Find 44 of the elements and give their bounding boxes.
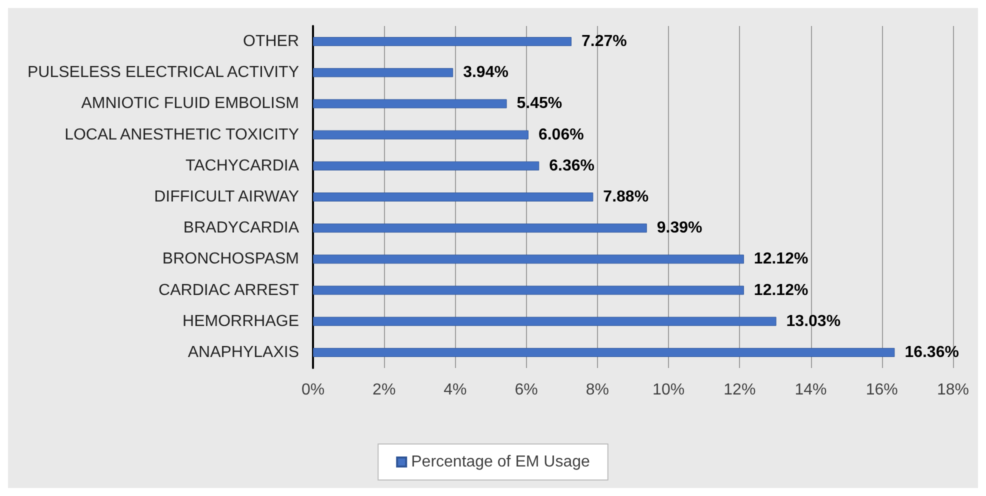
y-tick-label: ANAPHYLAXIS bbox=[188, 344, 299, 361]
x-tick-label: 6% bbox=[514, 382, 538, 398]
y-tick-label: LOCAL ANESTHETIC TOXICITY bbox=[64, 126, 300, 144]
legend-label: Percentage of EM Usage bbox=[411, 454, 590, 470]
bar bbox=[313, 286, 744, 295]
x-tick-label: 12% bbox=[724, 382, 756, 398]
bar bbox=[313, 254, 744, 264]
y-tick-label: BRONCHOSPASM bbox=[162, 250, 299, 268]
data-label: 12.12% bbox=[754, 250, 808, 268]
bar bbox=[313, 348, 895, 357]
bar bbox=[313, 68, 454, 78]
y-tick-label: BRADYCARDIA bbox=[183, 220, 300, 237]
x-tick-label: 0% bbox=[301, 382, 325, 398]
y-tick-label: CARDIAC ARREST bbox=[158, 282, 300, 299]
y-tick-label: AMNIOTIC FLUID EMBOLISM bbox=[81, 95, 299, 112]
y-tick-label: PULSELESS ELECTRICAL ACTIVITY bbox=[28, 64, 300, 82]
data-label: 9.39% bbox=[656, 220, 702, 237]
x-tick-label: 4% bbox=[444, 382, 467, 398]
data-label: 3.94% bbox=[463, 64, 508, 82]
data-label: 6.36% bbox=[549, 157, 595, 174]
bar bbox=[313, 99, 507, 108]
x-tick-label: 8% bbox=[586, 382, 610, 398]
y-tick-label: DIFFICULT AIRWAY bbox=[154, 188, 300, 206]
data-label: 7.27% bbox=[581, 33, 627, 50]
data-label: 12.12% bbox=[754, 282, 808, 299]
bar bbox=[313, 37, 572, 46]
y-tick-label: OTHER bbox=[243, 33, 299, 50]
bar bbox=[313, 316, 776, 326]
x-tick-label: 10% bbox=[652, 382, 685, 398]
x-tick-label: 16% bbox=[866, 382, 898, 398]
y-tick-label: TACHYCARDIA bbox=[186, 157, 300, 174]
data-label: 13.03% bbox=[786, 312, 841, 330]
bar bbox=[313, 224, 647, 233]
data-label: 6.06% bbox=[538, 126, 584, 144]
bar bbox=[313, 161, 540, 170]
x-tick-label: 14% bbox=[794, 382, 827, 398]
x-tick-label: 18% bbox=[936, 382, 970, 398]
data-label: 5.45% bbox=[516, 95, 562, 112]
data-label: 16.36% bbox=[904, 344, 959, 361]
y-tick-label: HEMORRHAGE bbox=[182, 312, 299, 330]
bar bbox=[313, 192, 594, 202]
x-tick-label: 2% bbox=[372, 382, 396, 398]
data-label: 7.88% bbox=[603, 188, 649, 206]
bar bbox=[313, 130, 528, 140]
